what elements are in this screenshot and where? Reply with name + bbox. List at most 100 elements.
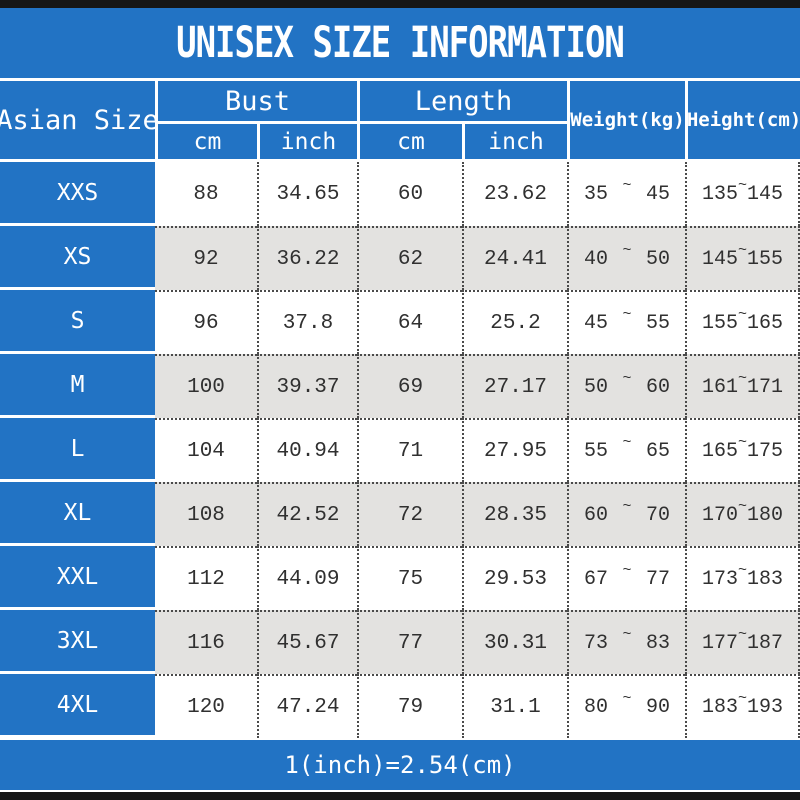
tilde-icon: ~ (622, 625, 632, 643)
height-range: 183 ~ 193 (685, 674, 800, 738)
length-cm-value: 75 (357, 546, 462, 610)
weight-min: 55 (584, 439, 609, 463)
table-row: XL 108 42.52 72 28.35 60 ~ 70 170 ~ 180 (0, 482, 800, 546)
tilde-icon: ~ (622, 497, 632, 515)
tilde-icon: ~ (738, 497, 748, 515)
size-label: 4XL (0, 674, 155, 738)
size-label: XXL (0, 546, 155, 610)
height-range: 173 ~ 183 (685, 546, 800, 610)
tilde-icon: ~ (622, 305, 632, 323)
weight-max: 60 (645, 375, 670, 399)
page-title: UNISEX SIZE INFORMATION (176, 18, 625, 68)
weight-max: 50 (645, 247, 670, 271)
weight-max: 70 (645, 503, 670, 527)
bust-cm-value: 108 (155, 482, 257, 546)
height-range: 161 ~ 171 (685, 354, 800, 418)
conversion-note: 1(inch)=2.54(cm) (284, 751, 516, 779)
tilde-icon: ~ (622, 433, 632, 451)
col-header-length: Length (360, 81, 567, 121)
col-header-bust: Bust (158, 81, 357, 121)
height-min: 170 (702, 503, 739, 527)
length-cm-value: 62 (357, 226, 462, 290)
weight-max: 45 (645, 182, 670, 206)
top-black-bar (0, 0, 800, 8)
weight-range: 73 ~ 83 (567, 610, 685, 674)
tilde-icon: ~ (622, 369, 632, 387)
length-cm-value: 79 (357, 674, 462, 738)
weight-max: 77 (645, 567, 670, 591)
tilde-icon: ~ (738, 433, 748, 451)
size-label: XXS (0, 162, 155, 226)
bust-cm-value: 100 (155, 354, 257, 418)
height-range: 155 ~ 165 (685, 290, 800, 354)
col-header-weight: Weight(kg) (570, 81, 685, 159)
length-inch-value: 27.17 (462, 354, 567, 418)
length-inch-value: 25.2 (462, 290, 567, 354)
length-cm-value: 77 (357, 610, 462, 674)
length-inch-value: 24.41 (462, 226, 567, 290)
weight-max: 90 (645, 695, 670, 719)
bust-inch-value: 42.52 (257, 482, 357, 546)
tilde-icon: ~ (738, 176, 748, 194)
bust-inch-value: 39.37 (257, 354, 357, 418)
bust-cm-value: 88 (155, 162, 257, 226)
bust-inch-value: 44.09 (257, 546, 357, 610)
table-row: XXL 112 44.09 75 29.53 67 ~ 77 173 ~ 183 (0, 546, 800, 610)
height-range: 165 ~ 175 (685, 418, 800, 482)
weight-min: 60 (584, 503, 609, 527)
bust-cm-value: 120 (155, 674, 257, 738)
weight-range: 40 ~ 50 (567, 226, 685, 290)
height-range: 145 ~ 155 (685, 226, 800, 290)
col-header-asian-size: Asian Size (0, 81, 159, 159)
tilde-icon: ~ (622, 176, 632, 194)
bust-cm-value: 116 (155, 610, 257, 674)
height-min: 155 (702, 311, 739, 335)
weight-min: 45 (584, 311, 609, 335)
bust-cm-value: 92 (155, 226, 257, 290)
height-max: 175 (747, 439, 784, 463)
weight-min: 35 (584, 182, 609, 206)
bust-inch-value: 36.22 (257, 226, 357, 290)
weight-min: 73 (584, 631, 609, 655)
tilde-icon: ~ (738, 689, 748, 707)
col-header-bust-cm: cm (158, 124, 257, 159)
height-max: 145 (747, 182, 784, 206)
col-header-length-inch: inch (465, 124, 567, 159)
length-inch-value: 27.95 (462, 418, 567, 482)
height-range: 170 ~ 180 (685, 482, 800, 546)
table-row: S 96 37.8 64 25.2 45 ~ 55 155 ~ 165 (0, 290, 800, 354)
height-min: 183 (702, 695, 739, 719)
bottom-white-line (0, 790, 800, 792)
weight-max: 83 (645, 631, 670, 655)
size-label: 3XL (0, 610, 155, 674)
bust-inch-value: 47.24 (257, 674, 357, 738)
tilde-icon: ~ (738, 369, 748, 387)
length-inch-value: 30.31 (462, 610, 567, 674)
height-min: 177 (702, 631, 739, 655)
height-min: 135 (702, 182, 739, 206)
col-header-length-cm: cm (360, 124, 462, 159)
tilde-icon: ~ (738, 561, 748, 579)
length-inch-value: 31.1 (462, 674, 567, 738)
tilde-icon: ~ (622, 689, 632, 707)
height-min: 145 (702, 247, 739, 271)
height-max: 193 (747, 695, 784, 719)
height-min: 161 (702, 375, 739, 399)
title-band: UNISEX SIZE INFORMATION (0, 8, 800, 78)
table-body: XXS 88 34.65 60 23.62 35 ~ 45 135 ~ 145 … (0, 162, 800, 738)
length-inch-value: 29.53 (462, 546, 567, 610)
table-row: L 104 40.94 71 27.95 55 ~ 65 165 ~ 175 (0, 418, 800, 482)
footer-band: 1(inch)=2.54(cm) (0, 738, 800, 790)
tilde-icon: ~ (738, 625, 748, 643)
length-inch-value: 23.62 (462, 162, 567, 226)
height-max: 180 (747, 503, 784, 527)
height-min: 173 (702, 567, 739, 591)
height-max: 165 (747, 311, 784, 335)
col-header-height: Height(cm) (687, 81, 800, 159)
weight-range: 60 ~ 70 (567, 482, 685, 546)
weight-max: 65 (645, 439, 670, 463)
table-row: XS 92 36.22 62 24.41 40 ~ 50 145 ~ 155 (0, 226, 800, 290)
weight-range: 80 ~ 90 (567, 674, 685, 738)
tilde-icon: ~ (738, 241, 748, 259)
bust-cm-value: 112 (155, 546, 257, 610)
